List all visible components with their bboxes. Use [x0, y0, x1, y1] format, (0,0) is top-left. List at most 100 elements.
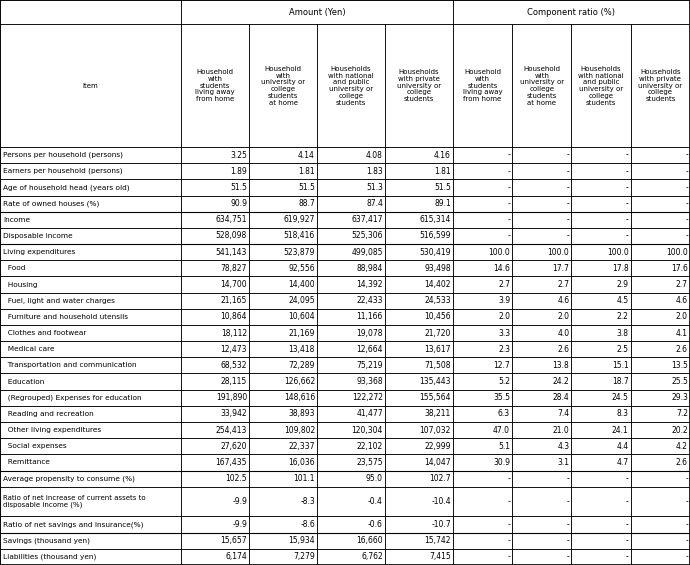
Bar: [512, 390, 571, 406]
Text: 47.0: 47.0: [493, 425, 510, 434]
Bar: [385, 179, 453, 195]
Bar: [512, 276, 571, 293]
Text: 167,435: 167,435: [215, 458, 247, 467]
Bar: [453, 516, 512, 533]
Bar: [512, 516, 571, 533]
Text: 22,999: 22,999: [424, 442, 451, 451]
Bar: [249, 24, 317, 147]
Bar: [385, 244, 453, 260]
Bar: [249, 212, 317, 228]
Bar: [571, 549, 631, 565]
Bar: [453, 533, 512, 549]
Text: -: -: [507, 215, 510, 224]
Bar: [181, 406, 249, 422]
Bar: [0, 260, 181, 276]
Bar: [631, 406, 690, 422]
Bar: [249, 276, 317, 293]
Text: 14,700: 14,700: [220, 280, 247, 289]
Text: 3.9: 3.9: [498, 296, 510, 305]
Text: 23,575: 23,575: [356, 458, 383, 467]
Bar: [453, 373, 512, 390]
Text: 516,599: 516,599: [420, 232, 451, 241]
Text: 17.7: 17.7: [553, 264, 569, 273]
Bar: [512, 179, 571, 195]
Text: -: -: [685, 536, 688, 545]
Bar: [0, 24, 181, 147]
Text: -10.4: -10.4: [431, 497, 451, 506]
Text: -8.3: -8.3: [300, 497, 315, 506]
Bar: [512, 293, 571, 309]
Bar: [249, 325, 317, 341]
Text: 13,617: 13,617: [424, 345, 451, 354]
Text: 1.81: 1.81: [298, 167, 315, 176]
Bar: [249, 147, 317, 163]
Text: -: -: [566, 520, 569, 529]
Text: 518,416: 518,416: [284, 232, 315, 241]
Bar: [453, 163, 512, 179]
Bar: [571, 276, 631, 293]
Text: Medical care: Medical care: [3, 346, 55, 352]
Text: 191,890: 191,890: [216, 393, 247, 402]
Bar: [631, 163, 690, 179]
Text: 14,402: 14,402: [424, 280, 451, 289]
Text: 3.3: 3.3: [498, 328, 510, 337]
Text: -: -: [626, 536, 629, 545]
Bar: [631, 357, 690, 373]
Text: -: -: [566, 167, 569, 176]
Text: 155,564: 155,564: [420, 393, 451, 402]
Text: Housing: Housing: [3, 281, 37, 288]
Text: 2.6: 2.6: [676, 345, 688, 354]
Bar: [317, 549, 385, 565]
Text: 24.5: 24.5: [612, 393, 629, 402]
Text: -9.9: -9.9: [232, 497, 247, 506]
Bar: [453, 454, 512, 471]
Text: 13,418: 13,418: [288, 345, 315, 354]
Text: 100.0: 100.0: [607, 247, 629, 257]
Text: 100.0: 100.0: [667, 247, 688, 257]
Text: 21.0: 21.0: [553, 425, 569, 434]
Text: 14,392: 14,392: [357, 280, 383, 289]
Text: -: -: [566, 497, 569, 506]
Text: -: -: [507, 474, 510, 483]
Bar: [317, 357, 385, 373]
Text: 19,078: 19,078: [357, 328, 383, 337]
Bar: [249, 390, 317, 406]
Text: 4.1: 4.1: [676, 328, 688, 337]
Bar: [571, 357, 631, 373]
Text: Education: Education: [3, 379, 44, 385]
Bar: [631, 438, 690, 454]
Bar: [571, 390, 631, 406]
Text: -: -: [685, 215, 688, 224]
Bar: [631, 147, 690, 163]
Bar: [0, 390, 181, 406]
Text: 5.2: 5.2: [498, 377, 510, 386]
Text: 14,400: 14,400: [288, 280, 315, 289]
Text: 4.6: 4.6: [676, 296, 688, 305]
Bar: [453, 293, 512, 309]
Bar: [631, 309, 690, 325]
Bar: [249, 341, 317, 357]
Text: -: -: [507, 183, 510, 192]
Bar: [317, 341, 385, 357]
Text: 530,419: 530,419: [420, 247, 451, 257]
Bar: [571, 373, 631, 390]
Bar: [317, 212, 385, 228]
Bar: [512, 212, 571, 228]
Bar: [512, 228, 571, 244]
Text: 2.3: 2.3: [498, 345, 510, 354]
Text: 30.9: 30.9: [493, 458, 510, 467]
Bar: [571, 24, 631, 147]
Text: Ratio of net savings and insurance(%): Ratio of net savings and insurance(%): [3, 521, 144, 528]
Text: -: -: [685, 553, 688, 562]
Bar: [453, 309, 512, 325]
Bar: [181, 163, 249, 179]
Bar: [453, 0, 690, 24]
Bar: [317, 325, 385, 341]
Text: 107,032: 107,032: [420, 425, 451, 434]
Text: Disposable income: Disposable income: [3, 233, 72, 239]
Text: -: -: [507, 536, 510, 545]
Bar: [0, 549, 181, 565]
Bar: [512, 244, 571, 260]
Text: Average propensity to consume (%): Average propensity to consume (%): [3, 475, 135, 482]
Text: -: -: [566, 215, 569, 224]
